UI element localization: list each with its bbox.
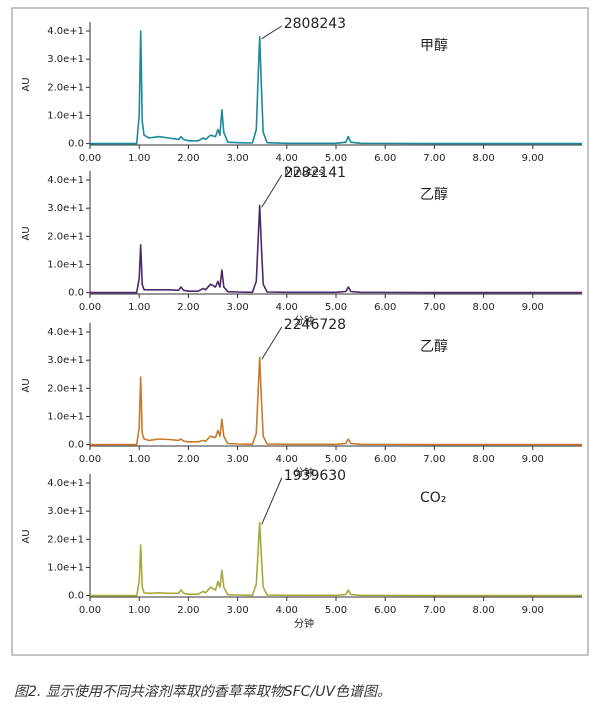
x-tick-label: 4.00 [276,454,298,465]
x-tick-label: 9.00 [522,302,544,313]
x-tick-label: 2.00 [177,153,199,164]
annotation-leader [261,326,283,360]
line-series [90,521,582,597]
line-series [90,30,582,145]
y-tick-label: 1.0e+1 [47,562,84,573]
x-tick-label: 1.00 [128,302,150,313]
x-axis-label: Minutes [284,167,323,178]
solvent-label: CO₂ [420,490,446,506]
x-tick-label: 6.00 [374,454,396,465]
x-tick-label: 5.00 [325,302,347,313]
x-tick-label: 4.00 [276,302,298,313]
x-tick-label: 4.00 [276,153,298,164]
x-tick-label: 3.00 [226,454,248,465]
y-tick-label: 0.0 [68,440,84,451]
annotation-leader [261,25,283,40]
x-axis-label: 分钟 [294,314,314,327]
x-tick-label: 2.00 [177,454,199,465]
y-tick-label: 0.0 [68,139,84,150]
y-tick-label: 4.0e+1 [47,26,84,37]
x-tick-label: 7.00 [423,302,445,313]
x-tick-label: 8.00 [472,454,494,465]
x-tick-label: 6.00 [374,605,396,616]
x-tick-label: 4.00 [276,605,298,616]
x-tick-label: 3.00 [226,153,248,164]
y-axis-label: AU [21,378,32,392]
y-tick-label: 3.0e+1 [47,54,84,65]
y-tick-label: 0.0 [68,591,84,602]
solvent-label: 乙醇 [420,186,448,203]
x-tick-label: 6.00 [374,153,396,164]
annotation-leader [261,477,283,525]
solvent-label: 乙醇 [420,338,448,355]
x-tick-label: 9.00 [522,454,544,465]
peak-annotation: 1939630 [284,468,346,484]
y-tick-label: 4.0e+1 [47,175,84,186]
x-tick-label: 2.00 [177,302,199,313]
y-tick-label: 3.0e+1 [47,203,84,214]
x-tick-label: 0.00 [79,153,101,164]
x-tick-label: 7.00 [423,153,445,164]
line-series [90,356,582,446]
x-tick-label: 3.00 [226,605,248,616]
x-tick-label: 5.00 [325,454,347,465]
y-tick-label: 4.0e+1 [47,327,84,338]
peak-annotation: 2246728 [284,317,346,333]
y-tick-label: 4.0e+1 [47,478,84,489]
x-tick-label: 7.00 [423,454,445,465]
x-tick-label: 5.00 [325,605,347,616]
x-tick-label: 0.00 [79,605,101,616]
annotation-leader [261,174,283,208]
x-tick-label: 9.00 [522,605,544,616]
y-tick-label: 0.0 [68,288,84,299]
x-tick-label: 0.00 [79,454,101,465]
x-tick-label: 5.00 [325,153,347,164]
x-tick-label: 0.00 [79,302,101,313]
y-tick-label: 2.0e+1 [47,231,84,242]
x-tick-label: 8.00 [472,605,494,616]
y-tick-label: 1.0e+1 [47,259,84,270]
x-axis-label: 分钟 [294,617,314,630]
x-tick-label: 1.00 [128,454,150,465]
x-tick-label: 6.00 [374,302,396,313]
peak-annotation: 2808243 [284,16,346,32]
peak-annotation: 2282141 [284,165,346,181]
x-tick-label: 1.00 [128,605,150,616]
x-tick-label: 7.00 [423,605,445,616]
y-axis-label: AU [21,77,32,91]
frame [11,7,589,656]
y-tick-label: 1.0e+1 [47,110,84,121]
y-axis-label: AU [21,226,32,240]
x-tick-label: 3.00 [226,302,248,313]
x-tick-label: 9.00 [522,153,544,164]
y-tick-label: 2.0e+1 [47,534,84,545]
y-tick-label: 2.0e+1 [47,383,84,394]
caption: 图2. 显示使用不同共溶剂萃取的香草萃取物SFC/UV色谱图。 [14,684,391,700]
x-tick-label: 1.00 [128,153,150,164]
x-tick-label: 2.00 [177,605,199,616]
y-tick-label: 3.0e+1 [47,506,84,517]
solvent-label: 甲醇 [420,37,448,54]
x-tick-label: 8.00 [472,302,494,313]
y-axis-label: AU [21,529,32,543]
y-tick-label: 1.0e+1 [47,411,84,422]
x-axis-label: 分钟 [294,466,314,479]
x-tick-label: 8.00 [472,153,494,164]
y-tick-label: 2.0e+1 [47,82,84,93]
line-series [90,204,582,294]
y-tick-label: 3.0e+1 [47,355,84,366]
